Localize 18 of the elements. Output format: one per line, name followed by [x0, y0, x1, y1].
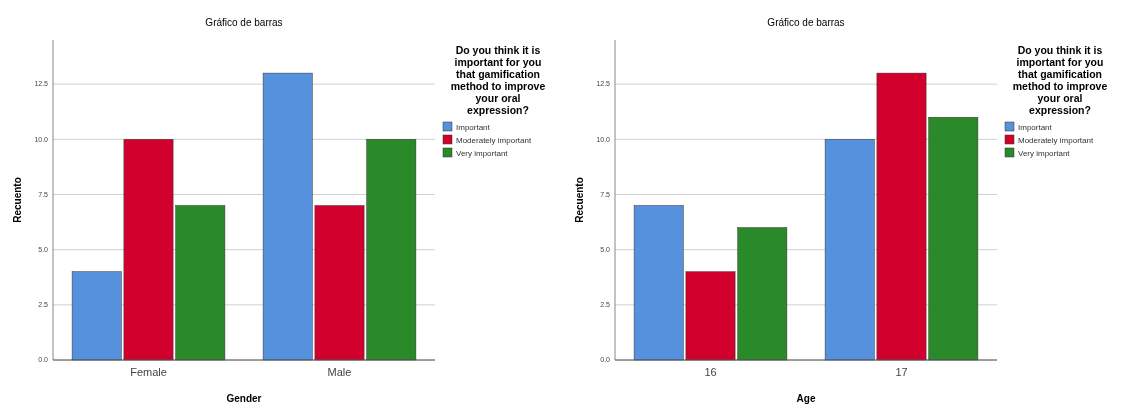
legend-label: Very important: [1018, 149, 1071, 158]
legend-label: Moderately important: [456, 136, 532, 145]
y-axis-title: Recuento: [12, 177, 23, 223]
x-tick-label: 16: [704, 366, 717, 378]
chart-title: Gráfico de barras: [205, 17, 283, 28]
legend-label: Important: [456, 123, 491, 132]
legend-label: Important: [1018, 123, 1053, 132]
x-tick-label: Female: [130, 366, 167, 378]
x-tick-label: Male: [327, 366, 352, 378]
legend-title: Do you think it is important for you that gamification method to improve your oral expression?: [1012, 44, 1108, 116]
x-axis-title: Age: [796, 393, 816, 404]
y-axis-title: Recuento: [574, 177, 585, 223]
legend-label: Moderately important: [1018, 136, 1094, 145]
legend-title: Do you think it is important for you that gamification method to improve your oral expression?: [450, 44, 546, 116]
chart-title: Gráfico de barras: [767, 17, 845, 28]
legend-label: Very important: [456, 149, 509, 158]
x-axis-title: Gender: [226, 393, 262, 404]
x-tick-label: 17: [895, 366, 908, 378]
